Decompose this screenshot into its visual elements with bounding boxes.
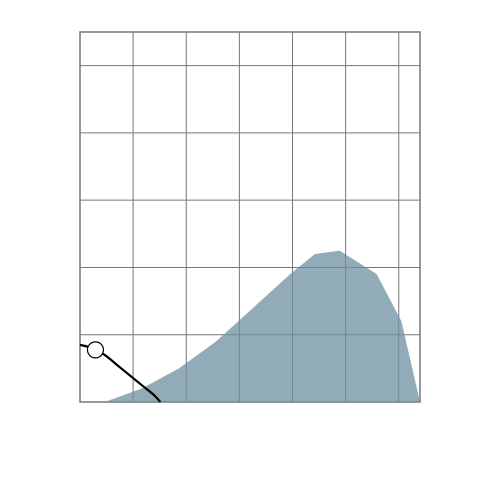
chart-svg [0,0,500,500]
curve-label-circle [87,342,103,358]
chart-bg [0,0,500,500]
fan-curve-chart [0,0,500,500]
